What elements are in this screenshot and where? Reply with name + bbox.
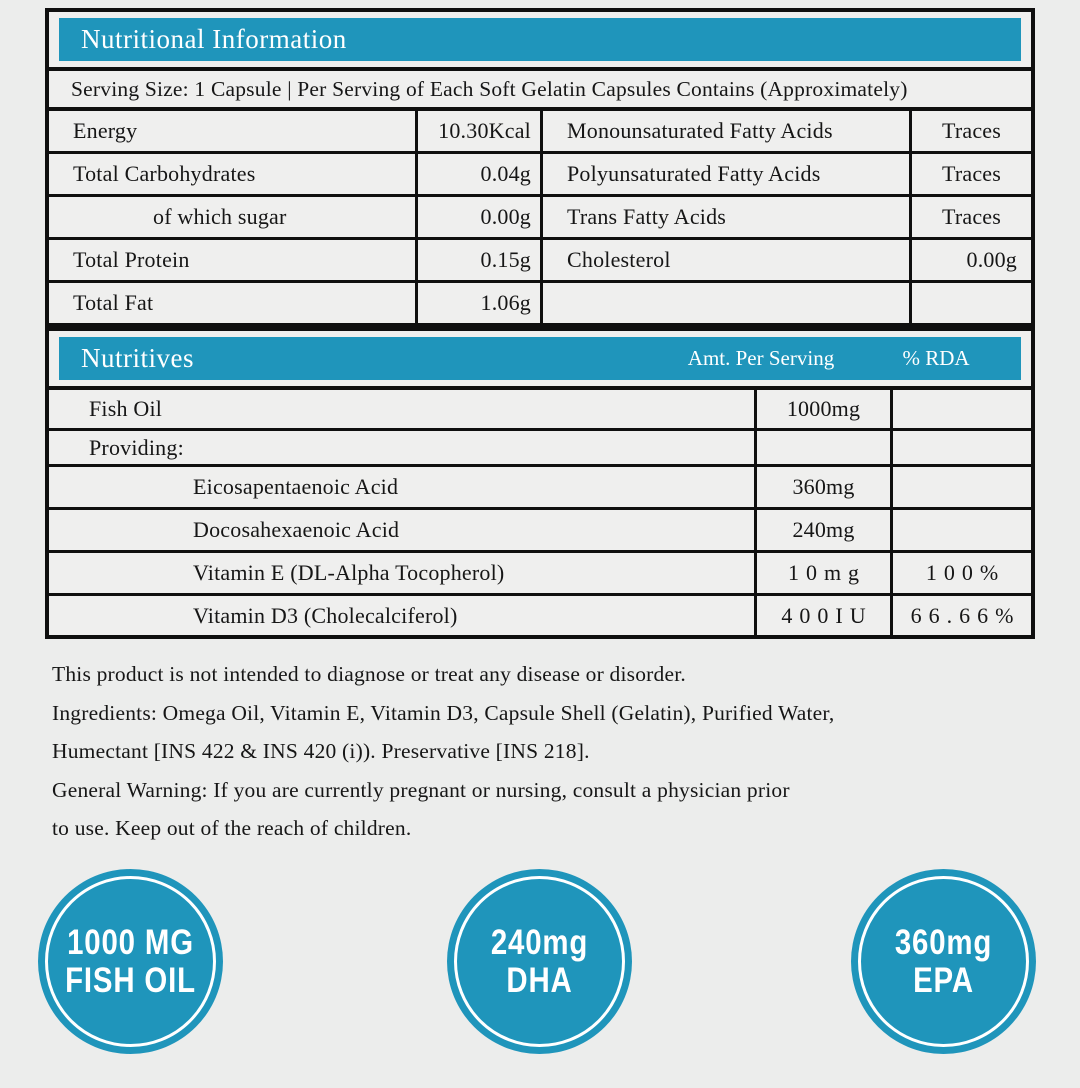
nutritive-label: Vitamin D3 (Cholecalciferol) xyxy=(49,596,757,635)
nutritives-title: Nutritives xyxy=(81,343,194,373)
table-row: Eicosapentaenoic Acid 360mg xyxy=(49,467,1031,510)
nutrient-label xyxy=(543,283,912,323)
nutrient-value: 0.00g xyxy=(418,197,543,237)
nutrient-label: of which sugar xyxy=(49,197,418,237)
nutritive-amount: 240mg xyxy=(757,510,893,550)
nutritive-label: Eicosapentaenoic Acid xyxy=(49,467,757,507)
badge-line-2: EPA xyxy=(913,960,974,1000)
table-row: of which sugar 0.00g Trans Fatty Acids T… xyxy=(49,197,1031,240)
nutrient-label: Polyunsaturated Fatty Acids xyxy=(543,154,912,194)
nutritive-amount: 400IU xyxy=(757,596,893,635)
nutrient-value: Traces xyxy=(941,161,1002,186)
nutritional-information-panel: Nutritional Information Serving Size: 1 … xyxy=(45,8,1035,327)
ingredients-text: Ingredients: Omega Oil, Vitamin E, Vitam… xyxy=(52,700,835,725)
nutritive-amount xyxy=(757,431,893,464)
disclaimer-text: This product is not intended to diagnose… xyxy=(52,662,686,686)
table-row: Docosahexaenoic Acid 240mg xyxy=(49,510,1031,553)
nutrient-label: Trans Fatty Acids xyxy=(543,197,912,237)
nutritive-rda xyxy=(893,431,1031,464)
table-row: Energy 10.30Kcal Monounsaturated Fatty A… xyxy=(49,111,1031,154)
nutrient-label: Cholesterol xyxy=(543,240,912,280)
nutritive-rda xyxy=(893,390,1031,428)
nutritive-label: Docosahexaenoic Acid xyxy=(49,510,757,550)
nutritive-rda: 100% xyxy=(925,560,1006,585)
nutritive-label: Vitamin E (DL-Alpha Tocopherol) xyxy=(49,553,757,593)
nutritive-amount: 10mg xyxy=(757,553,893,593)
nutrient-value: 1.06g xyxy=(418,283,543,323)
nutrient-value: Traces xyxy=(941,204,1002,229)
serving-size-text: Serving Size: 1 Capsule | Per Serving of… xyxy=(71,76,908,101)
nutrient-value: 0.15g xyxy=(418,240,543,280)
general-warning-text-continued: to use. Keep out of the reach of childre… xyxy=(52,816,412,840)
table-row: Fish Oil 1000mg xyxy=(49,390,1031,431)
nutritives-table: Fish Oil 1000mg Providing: Eicosapentaen… xyxy=(49,386,1031,635)
nutritive-rda xyxy=(893,510,1031,550)
nutrient-label: Total Protein xyxy=(49,240,418,280)
fish-oil-badge: 1000 MG FISH OIL xyxy=(38,869,223,1054)
epa-badge: 360mg EPA xyxy=(851,869,1036,1054)
nutritive-label: Fish Oil xyxy=(49,390,757,428)
nutrient-value: 0.04g xyxy=(418,154,543,194)
nutrient-value: 10.30Kcal xyxy=(418,111,543,151)
badge-label: 240mg DHA xyxy=(462,869,617,1054)
nutrition-table: Energy 10.30Kcal Monounsaturated Fatty A… xyxy=(49,111,1031,323)
badge-label: 360mg EPA xyxy=(866,869,1021,1054)
badge-line-1: 360mg xyxy=(894,922,993,962)
notes-block: This product is not intended to diagnose… xyxy=(52,655,1080,848)
rda-column-header: % RDA xyxy=(902,346,970,370)
table-row: Vitamin E (DL-Alpha Tocopherol) 10mg 100… xyxy=(49,553,1031,596)
serving-size-row: Serving Size: 1 Capsule | Per Serving of… xyxy=(49,67,1031,111)
table-row: Total Protein 0.15g Cholesterol 0.00g xyxy=(49,240,1031,283)
ingredients-text-continued: Humectant [INS 422 & INS 420 (i)). Prese… xyxy=(52,739,590,763)
nutrient-label: Total Fat xyxy=(49,283,418,323)
badge-line-2: DHA xyxy=(506,960,573,1000)
table-row: Providing: xyxy=(49,431,1031,467)
dha-badge: 240mg DHA xyxy=(447,869,632,1054)
badge-line-2: FISH OIL xyxy=(65,960,196,1000)
nutrient-label: Energy xyxy=(49,111,418,151)
table-row: Vitamin D3 (Cholecalciferol) 400IU 66.66… xyxy=(49,596,1031,635)
badge-line-1: 240mg xyxy=(490,922,589,962)
nutritive-rda xyxy=(893,467,1031,507)
badge-line-1: 1000 MG xyxy=(67,922,194,962)
nutrient-label: Total Carbohydrates xyxy=(49,154,418,194)
table-row: Total Fat 1.06g xyxy=(49,283,1031,323)
table-row: Total Carbohydrates 0.04g Polyunsaturate… xyxy=(49,154,1031,197)
amt-per-serving-column-header: Amt. Per Serving xyxy=(687,346,835,370)
general-warning-text: General Warning: If you are currently pr… xyxy=(52,777,790,802)
nutritive-amount: 360mg xyxy=(757,467,893,507)
nutritives-panel: Nutritives Amt. Per Serving % RDA Fish O… xyxy=(45,327,1035,639)
nutritive-amount: 1000mg xyxy=(757,390,893,428)
nutritive-rda: 66.66% xyxy=(910,602,1021,628)
nutritive-label: Providing: xyxy=(49,431,757,464)
nutrient-value xyxy=(912,283,1031,323)
nutrient-value: 0.00g xyxy=(966,247,1017,272)
nutritional-information-header-bar: Nutritional Information xyxy=(59,18,1021,61)
panel-title: Nutritional Information xyxy=(81,24,347,54)
nutrient-label: Monounsaturated Fatty Acids xyxy=(543,111,912,151)
nutrient-value: Traces xyxy=(941,118,1002,143)
nutritives-header-bar: Nutritives Amt. Per Serving % RDA xyxy=(59,337,1021,380)
badge-label: 1000 MG FISH OIL xyxy=(53,869,208,1054)
